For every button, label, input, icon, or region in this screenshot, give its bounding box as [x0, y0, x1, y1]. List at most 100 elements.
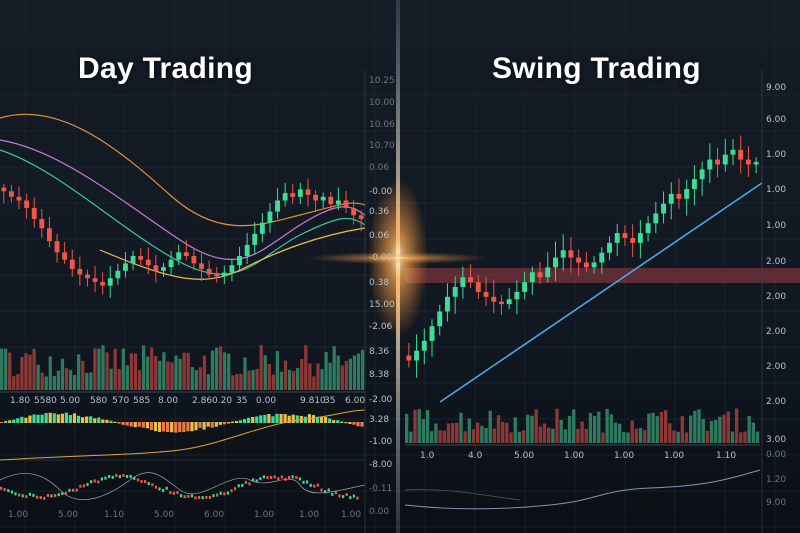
oscillator-point	[342, 495, 345, 499]
day-volume-bar	[162, 352, 166, 390]
macd-histogram-bar	[109, 420, 113, 423]
macd-histogram-bar	[24, 417, 28, 423]
day-candle	[85, 274, 90, 279]
day-candle	[290, 193, 296, 197]
swing-volume-bar	[463, 431, 467, 443]
day-y-tick-label: 15.00	[369, 300, 395, 310]
macd-histogram-bar	[133, 422, 137, 428]
day-candle	[168, 259, 174, 268]
oscillator-point	[97, 480, 100, 484]
swing-x-tick-label: 5.00	[514, 451, 535, 461]
swing-volume-bar	[521, 430, 526, 443]
day-volume-bar	[109, 368, 113, 390]
day-volume-bar	[304, 345, 308, 390]
oscillator-point	[270, 475, 273, 479]
day-candle	[176, 252, 182, 260]
macd-histogram-bar	[218, 422, 222, 425]
swing-volume-bar	[701, 418, 705, 443]
day-x-tick-label: 1.00	[254, 510, 275, 520]
day-candle	[161, 267, 166, 271]
macd-histogram-bar	[226, 422, 230, 424]
swing-volume-bar	[446, 423, 451, 443]
macd-histogram-bar	[113, 421, 117, 423]
swing-volume-bar	[689, 415, 693, 443]
day-volume-bar	[16, 374, 20, 390]
day-x-tick-label: 1.00	[8, 510, 29, 520]
day-volume-x-label: 6.00	[345, 396, 366, 406]
swing-volume-bar	[559, 419, 563, 443]
swing-x-tick-label: 1.10	[716, 451, 737, 461]
day-candle	[62, 252, 68, 260]
day-candle	[24, 200, 30, 208]
swing-volume-bar	[613, 422, 618, 443]
day-volume-bar	[308, 363, 312, 390]
macd-histogram-bar	[117, 422, 121, 424]
day-candle	[145, 259, 151, 266]
oscillator-point	[252, 478, 255, 482]
oscillator-point	[356, 496, 359, 500]
day-volume-bar	[296, 367, 300, 390]
day-volume-bar	[206, 374, 211, 390]
day-volume-bar	[352, 355, 357, 390]
day-volume-bar	[174, 355, 178, 390]
day-volume-bar	[320, 369, 324, 390]
day-candle	[183, 252, 189, 256]
macd-histogram-bar	[166, 422, 170, 433]
day-y-tick-label: 0.36	[369, 207, 390, 217]
oscillator-point	[93, 479, 96, 483]
oscillator-point	[162, 488, 165, 492]
swing-volume-bar	[455, 422, 459, 443]
macd-histogram-bar	[287, 415, 291, 423]
oscillator-point	[100, 477, 103, 481]
day-y-tick-label: -0.00	[369, 187, 393, 197]
day-volume-x-label: 8.00	[158, 396, 179, 406]
swing-volume-bar	[634, 428, 639, 443]
day-candle	[259, 222, 265, 234]
signal-line	[0, 409, 366, 461]
swing-volume-bar	[705, 430, 710, 443]
day-y-tick-label: -1.00	[369, 437, 393, 447]
day-candle	[320, 196, 326, 201]
oscillator-point	[327, 488, 330, 492]
swing-volume-bar	[726, 411, 730, 443]
day-volume-bar	[251, 370, 255, 390]
macd-histogram-bar	[324, 416, 328, 423]
macd-histogram-bar	[311, 415, 316, 423]
day-trading-title: Day Trading	[78, 52, 254, 85]
oscillator-point	[194, 496, 197, 500]
swing-candle	[553, 257, 558, 268]
day-volume-x-label: 0.20	[212, 396, 233, 406]
swing-volume-bar	[592, 415, 597, 443]
day-volume-bar	[36, 364, 40, 390]
oscillator-point	[144, 480, 147, 484]
swing-volume-bar	[597, 411, 601, 443]
macd-histogram-bar	[16, 418, 20, 423]
swing-volume-bar	[484, 427, 488, 443]
day-volume-bar	[275, 351, 280, 390]
macd-histogram-bar	[198, 422, 202, 428]
macd-histogram-bar	[68, 415, 73, 423]
swing-candle	[529, 272, 535, 283]
oscillator-point	[180, 494, 183, 498]
day-volume-bar	[48, 356, 52, 390]
macd-histogram-bar	[0, 422, 4, 423]
swing-candle	[745, 159, 751, 165]
day-candle	[282, 193, 288, 201]
swing-x-tick-label: 1.00	[614, 451, 635, 461]
day-volume-bar	[214, 347, 219, 390]
oscillator-point	[147, 482, 150, 486]
swing-candle	[591, 262, 597, 268]
macd-histogram-bar	[141, 422, 145, 428]
day-candle	[77, 268, 83, 275]
day-candle	[16, 196, 22, 201]
oscillator-point	[7, 489, 10, 493]
swing-volume-bar	[626, 432, 630, 443]
indicator-line	[404, 469, 761, 510]
day-y-tick-label: -2.06	[369, 322, 393, 332]
day-volume-bar	[332, 346, 336, 390]
macd-histogram-bar	[238, 420, 243, 423]
day-volume-bar	[12, 376, 16, 390]
macd-histogram-bar	[283, 414, 287, 423]
day-volume-bar	[235, 373, 239, 390]
